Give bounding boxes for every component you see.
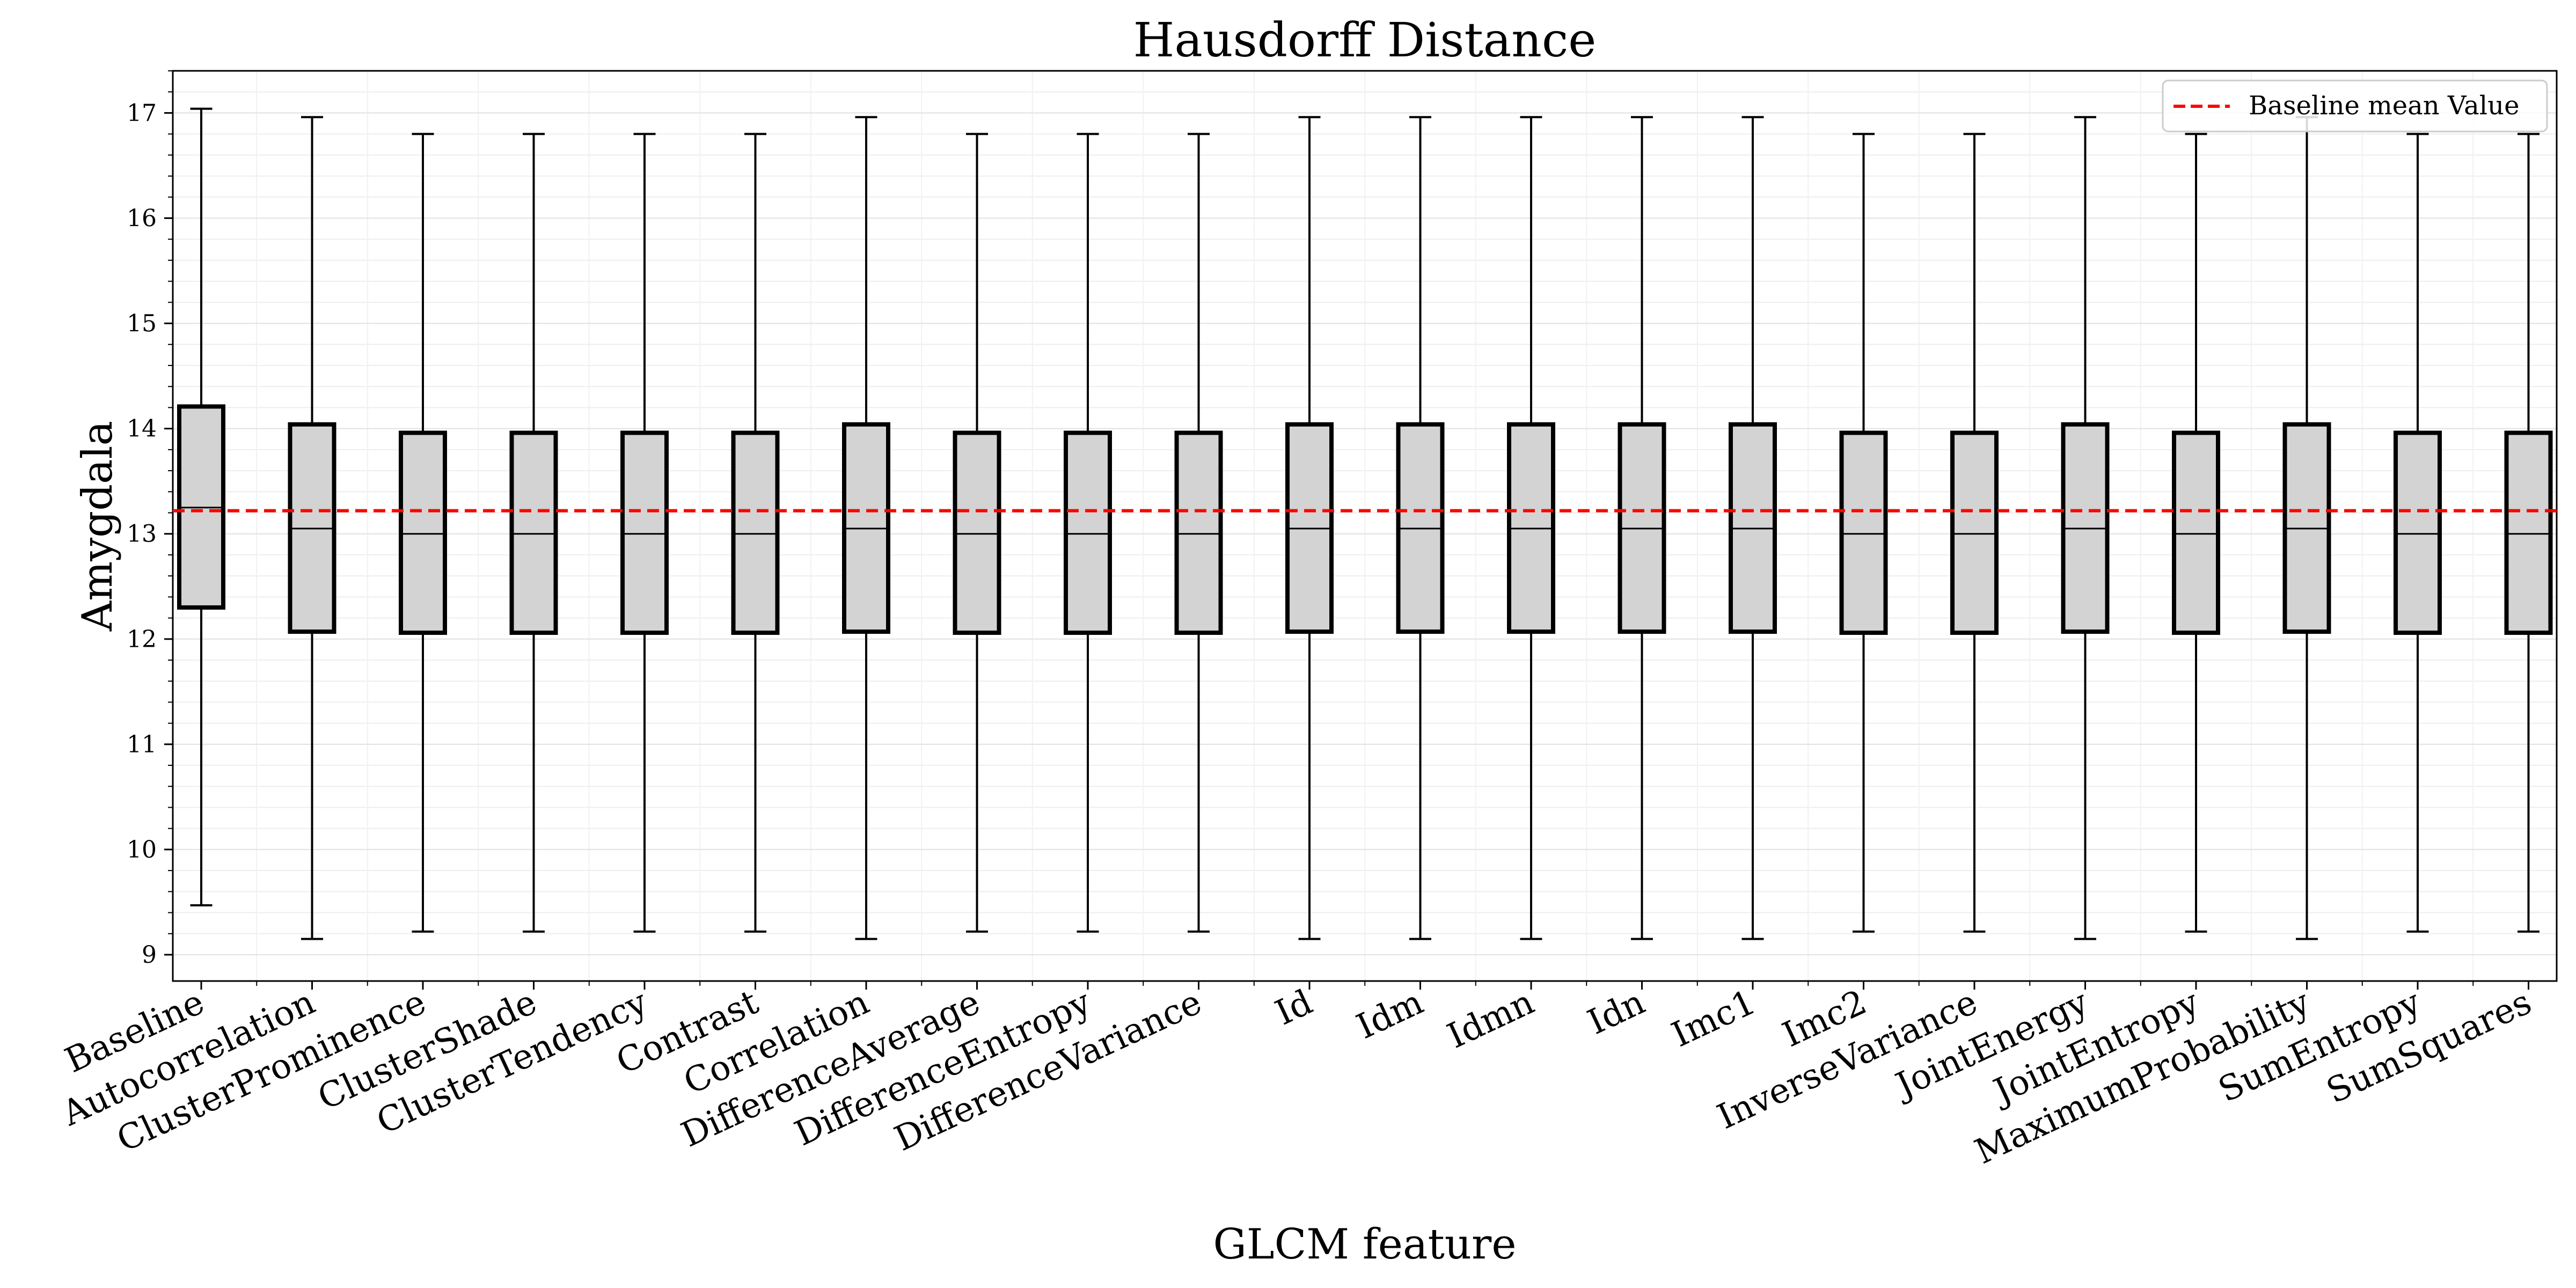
box-Idmn <box>1507 116 1555 940</box>
box-iqr <box>399 430 447 635</box>
box-iqr <box>620 430 669 635</box>
box-iqr <box>2504 430 2553 635</box>
legend-box <box>2162 79 2548 133</box>
box-ClusterProminence <box>399 133 447 933</box>
box-DifferenceAverage <box>953 133 1001 933</box>
y-tick-label: 17 <box>127 99 157 127</box>
y-tick-label: 10 <box>127 836 157 863</box>
box-Idn <box>1618 116 1666 940</box>
y-tick-label: 14 <box>127 415 157 443</box>
box-Imc2 <box>1839 133 1888 933</box>
y-tick-label: 9 <box>142 941 157 969</box>
box-Baseline <box>177 107 225 906</box>
box-Id <box>1285 116 1334 940</box>
legend-entry-label: Baseline mean Value <box>2249 91 2519 121</box>
box-MaximumProbability <box>2282 116 2331 940</box>
y-axis-ticks: 9 10 11 12 13 14 15 16 17 <box>127 70 2529 990</box>
chart-title: Hausdorff Distance <box>1133 12 1597 68</box>
box-iqr <box>1174 430 1223 635</box>
y-tick-label: 12 <box>127 626 157 653</box>
box-ClusterShade <box>509 133 558 933</box>
box-DifferenceVariance <box>1174 133 1223 933</box>
box-SumEntropy <box>2394 133 2442 933</box>
box-iqr <box>2394 430 2442 635</box>
box-InverseVariance <box>1950 133 1999 933</box>
box-ClusterTendency <box>620 133 669 933</box>
box-JointEnergy <box>2061 116 2110 940</box>
box-DifferenceEntropy <box>1064 133 1112 933</box>
box-Correlation <box>842 116 890 940</box>
y-tick-label: 11 <box>127 731 157 758</box>
box-SumSquares <box>2504 133 2553 933</box>
box-Autocorrelation <box>288 116 336 940</box>
y-tick-label: 15 <box>127 310 157 338</box>
y-tick-label: 16 <box>127 204 157 232</box>
box-Imc1 <box>1729 116 1777 940</box>
box-iqr <box>1839 430 1888 635</box>
box-Idm <box>1396 116 1445 940</box>
box-iqr <box>1950 430 1999 635</box>
boxes <box>177 107 2553 940</box>
box-iqr <box>731 430 780 635</box>
x-axis-label: GLCM feature <box>1213 1220 1516 1269</box>
legend: Baseline mean Value <box>2162 79 2548 133</box>
box-JointEntropy <box>2172 133 2220 933</box>
box-iqr <box>953 430 1001 635</box>
y-axis-label: Amygdala <box>74 421 122 632</box>
box-Contrast <box>731 133 780 933</box>
grid <box>173 70 2557 981</box>
y-tick-label: 13 <box>127 521 157 548</box>
box-iqr <box>2172 430 2220 635</box>
box-iqr <box>1064 430 1112 635</box>
box-iqr <box>509 430 558 635</box>
